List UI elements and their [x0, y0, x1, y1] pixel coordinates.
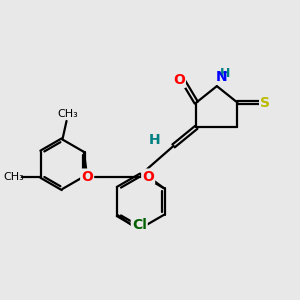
Text: Cl: Cl — [132, 218, 147, 232]
Text: O: O — [142, 169, 154, 184]
Text: O: O — [81, 169, 93, 184]
Text: S: S — [260, 96, 270, 110]
Text: H: H — [220, 67, 230, 80]
Text: O: O — [173, 73, 185, 87]
Text: H: H — [149, 133, 161, 147]
Text: CH₃: CH₃ — [57, 109, 78, 118]
Text: N: N — [216, 70, 228, 84]
Text: CH₃: CH₃ — [4, 172, 25, 182]
